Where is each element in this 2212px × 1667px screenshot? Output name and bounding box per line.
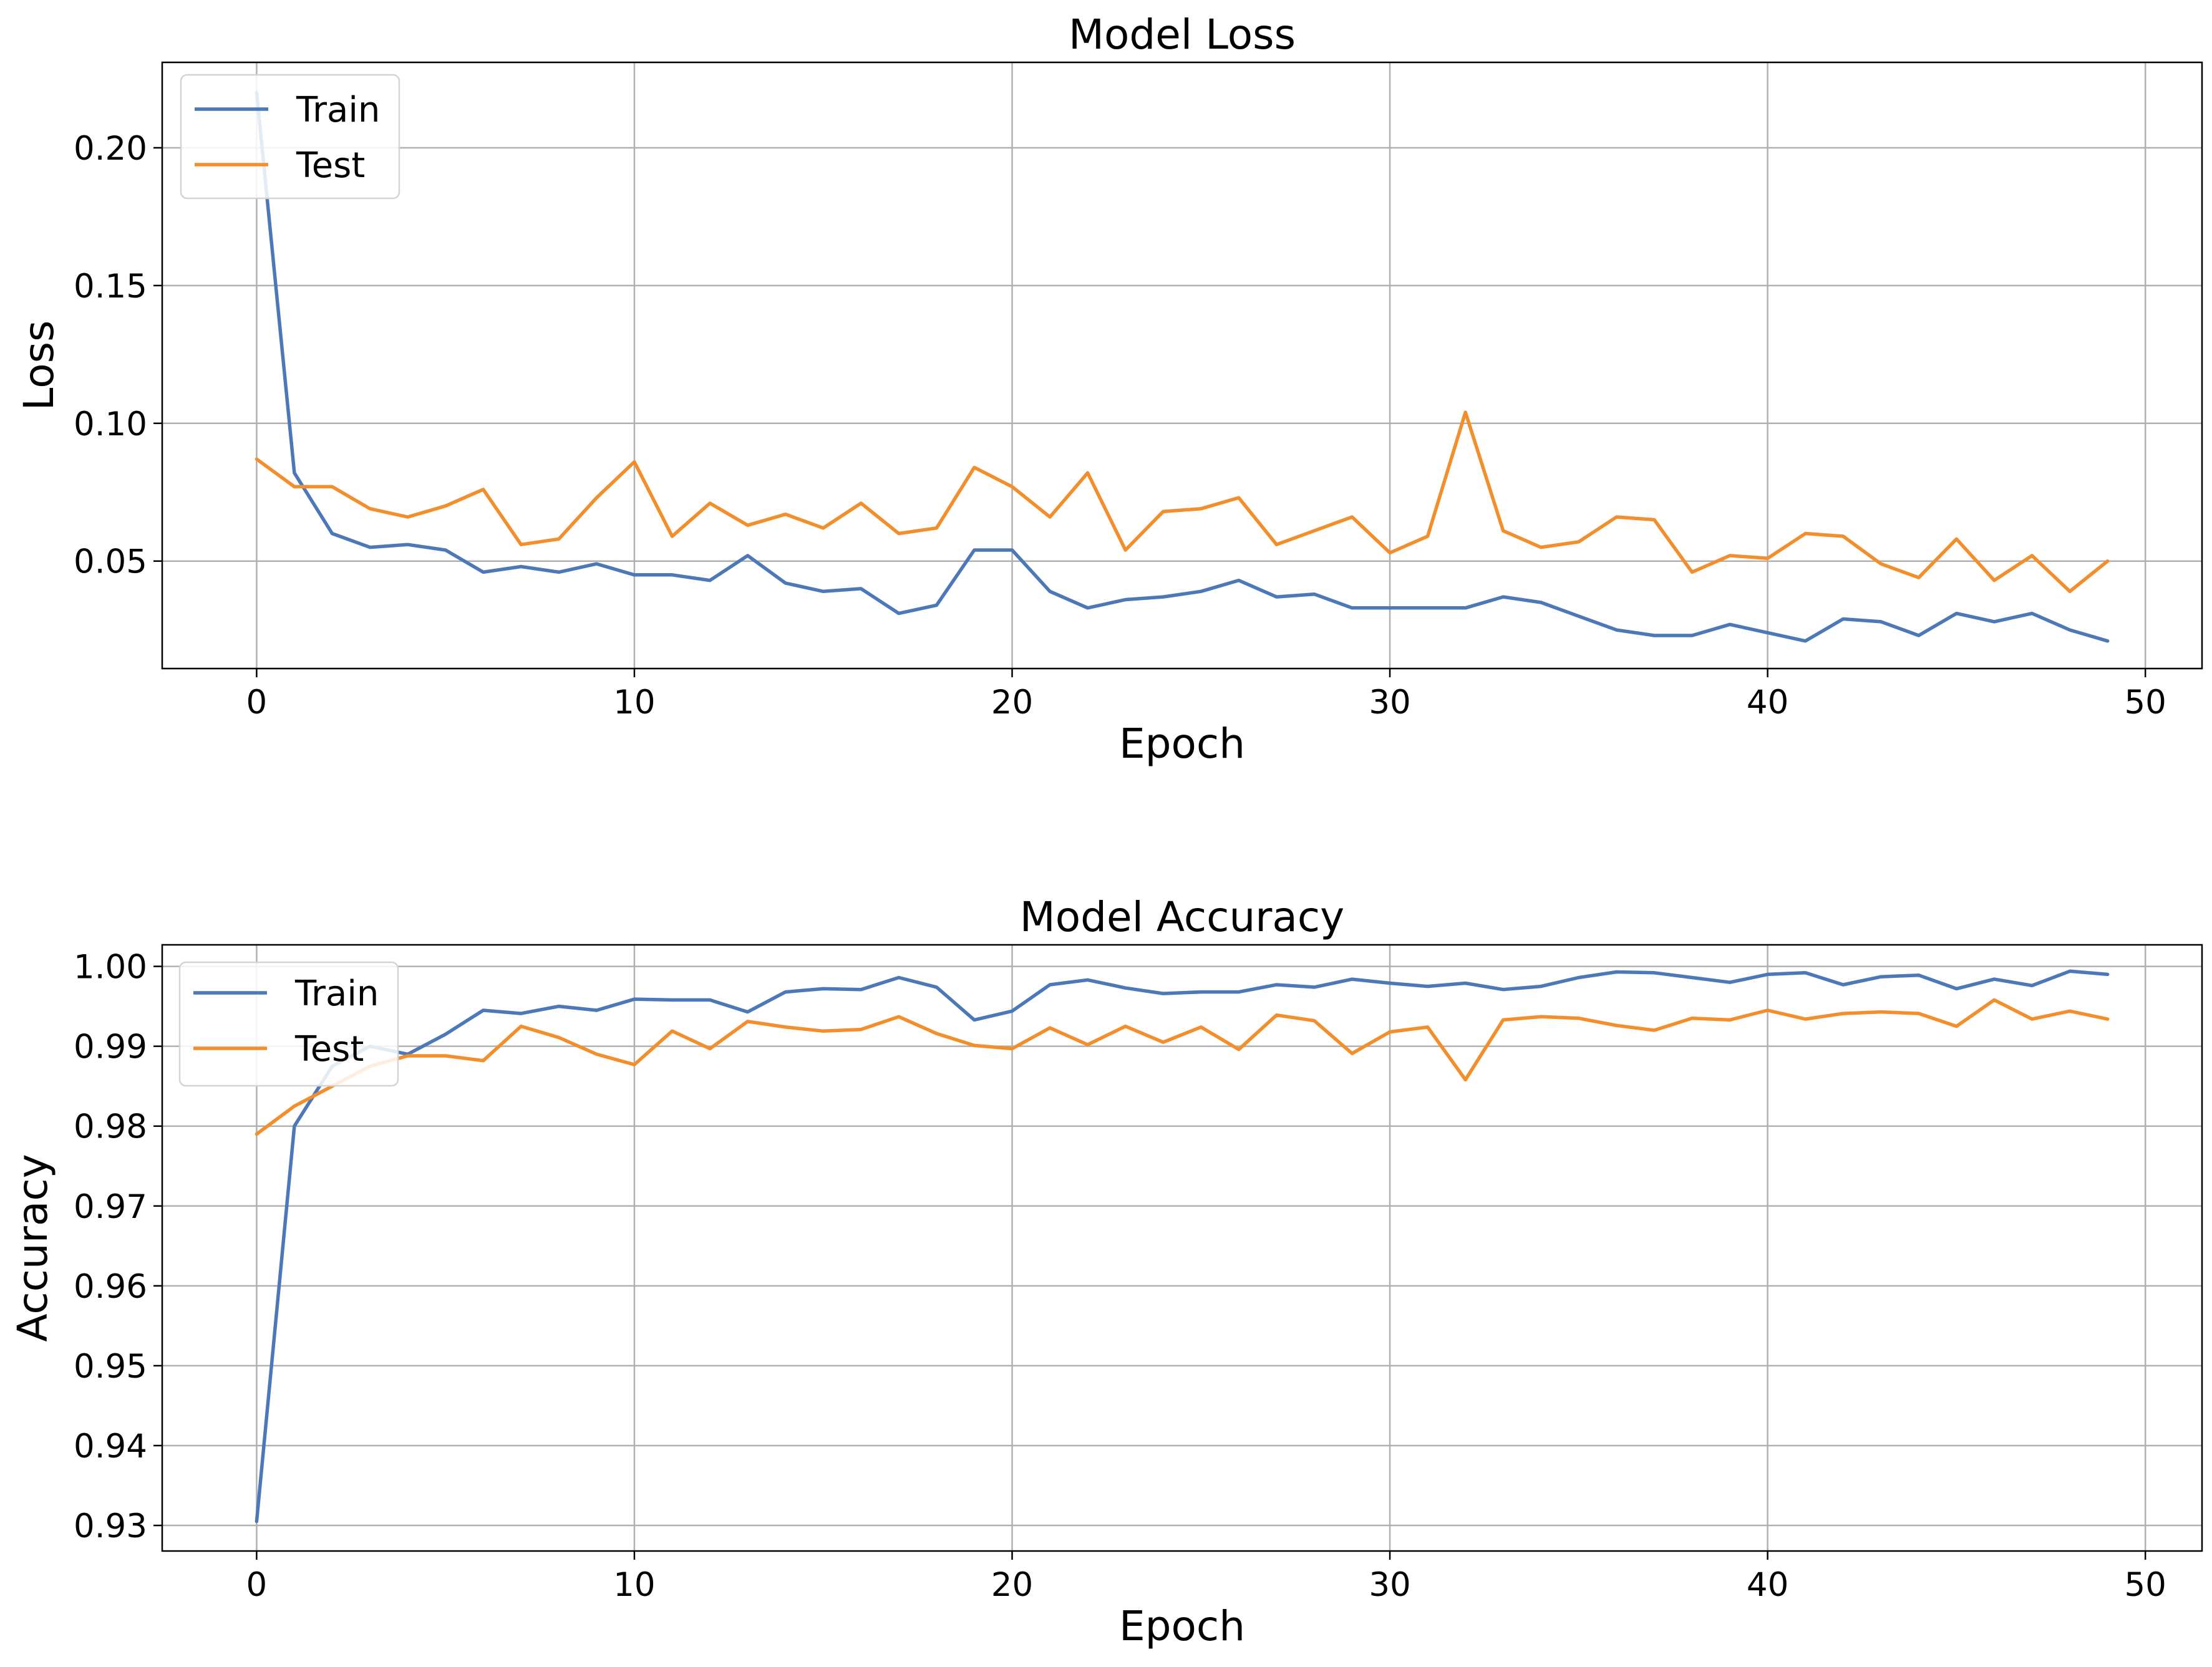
accuracy-series-train-line	[255, 969, 2110, 1524]
loss-y-tick-label: 0.05	[74, 543, 147, 581]
loss-x-tick-label: 0	[246, 684, 268, 722]
loss-gridlines	[162, 62, 2202, 669]
loss-chart-title: Model Loss	[1069, 11, 1296, 59]
loss-legend: Train Test	[180, 74, 400, 200]
loss-x-tick-label: 40	[1747, 684, 1788, 722]
accuracy-x-tick-label: 10	[613, 1566, 655, 1604]
loss-y-axis-label: Loss	[15, 321, 63, 411]
accuracy-gridlines	[162, 945, 2202, 1551]
accuracy-legend-train-label: Train	[294, 974, 379, 1014]
accuracy-x-tick-label: 40	[1747, 1566, 1788, 1604]
accuracy-y-tick-label: 0.98	[74, 1108, 147, 1146]
accuracy-y-tick-label: 0.94	[74, 1428, 147, 1466]
accuracy-y-tick-label: 0.95	[74, 1348, 147, 1386]
accuracy-series-test-line	[255, 998, 2110, 1136]
accuracy-series-lines	[255, 969, 2110, 1524]
accuracy-chart: 0 10 20 30 40 50 0.93 0.94 0.95 0.96 0.97 0.98 0.99 1…	[9, 893, 2203, 1650]
loss-y-tick-label: 0.15	[74, 268, 147, 306]
accuracy-y-tick-label: 0.99	[74, 1028, 147, 1066]
loss-ticks: 0 10 20 30 40 50 0.05 0.10 0.15 0.20	[74, 130, 2166, 722]
loss-series-lines	[255, 90, 2110, 643]
accuracy-ticks: 0 10 20 30 40 50 0.93 0.94 0.95 0.96 0.97 0.98 0.99 1…	[74, 949, 2166, 1604]
loss-legend-test-label: Test	[296, 145, 365, 186]
loss-legend-train-label: Train	[296, 90, 380, 130]
accuracy-y-axis-label: Accuracy	[9, 1154, 57, 1341]
loss-plot-frame	[161, 61, 2203, 670]
accuracy-chart-title: Model Accuracy	[1020, 893, 1344, 941]
loss-series-test-line	[255, 410, 2110, 594]
accuracy-legend: Train Test	[178, 961, 399, 1087]
loss-legend-box	[180, 74, 400, 200]
loss-x-tick-label: 20	[991, 684, 1033, 722]
loss-chart: 0 10 20 30 40 50 0.05 0.10 0.15 0.20 Model Loss E…	[15, 11, 2203, 768]
loss-x-tick-label: 50	[2124, 684, 2166, 722]
accuracy-x-tick-label: 20	[991, 1566, 1033, 1604]
loss-x-axis-label: Epoch	[1119, 720, 1245, 768]
accuracy-legend-test-label: Test	[294, 1029, 364, 1070]
accuracy-x-axis-label: Epoch	[1119, 1602, 1245, 1650]
loss-x-tick-label: 10	[613, 684, 655, 722]
accuracy-y-tick-label: 0.96	[74, 1268, 147, 1306]
accuracy-y-tick-label: 0.97	[74, 1188, 147, 1226]
loss-series-train-line	[255, 90, 2110, 643]
accuracy-y-tick-label: 1.00	[74, 949, 147, 987]
loss-y-tick-label: 0.20	[74, 130, 147, 168]
loss-y-tick-label: 0.10	[74, 405, 147, 443]
accuracy-x-tick-label: 50	[2124, 1566, 2166, 1604]
loss-x-tick-label: 30	[1369, 684, 1410, 722]
accuracy-y-tick-label: 0.93	[74, 1507, 147, 1545]
accuracy-plot-frame	[161, 944, 2203, 1552]
accuracy-x-tick-label: 0	[246, 1566, 268, 1604]
accuracy-x-tick-label: 30	[1369, 1566, 1410, 1604]
